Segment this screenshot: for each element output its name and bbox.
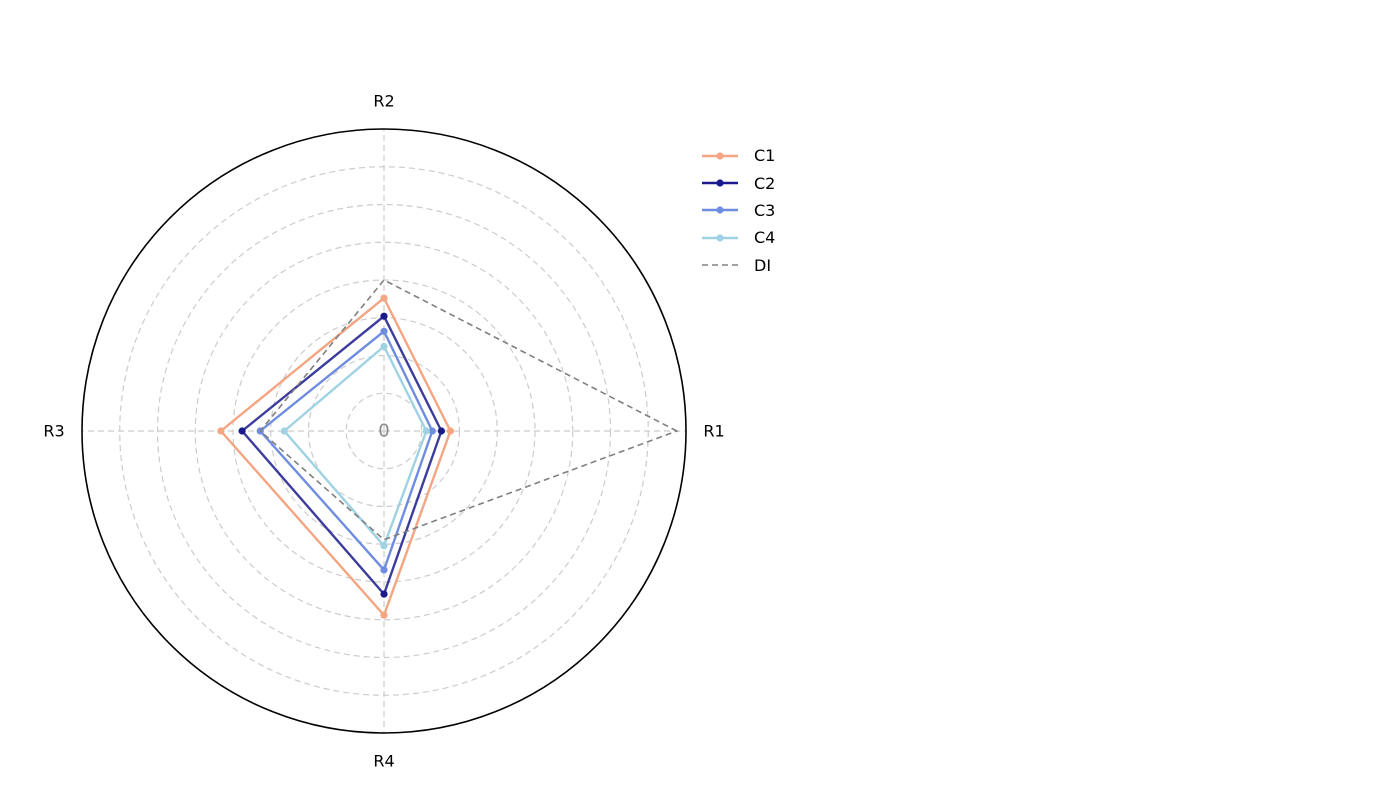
grid-ring-6 bbox=[156, 203, 612, 659]
series-c2-line bbox=[240, 314, 443, 597]
legend-label-di: DI bbox=[754, 255, 772, 275]
axis-label-r2: R2 bbox=[373, 92, 394, 111]
center-tick-label: 0 bbox=[378, 421, 389, 442]
axis-label-r1: R1 bbox=[703, 422, 724, 441]
point-c3-r4 bbox=[380, 566, 388, 574]
legend-marker-c1 bbox=[716, 152, 724, 160]
axis-label-r4: R4 bbox=[373, 752, 394, 771]
legend-swatch-di bbox=[702, 264, 738, 267]
legend-swatch-c2 bbox=[702, 179, 738, 187]
point-c3-r2 bbox=[380, 327, 388, 335]
legend-item-c4: C4 bbox=[700, 224, 775, 251]
series-c3-line bbox=[258, 329, 434, 573]
legend-swatch-c1 bbox=[702, 152, 738, 160]
point-c2-r1 bbox=[437, 427, 445, 435]
legend-marker-c2 bbox=[716, 179, 724, 187]
point-c4-r4 bbox=[380, 542, 388, 550]
radar-labels: R1 R2 R3 R4 0 bbox=[43, 92, 724, 771]
legend-item-c1: C1 bbox=[700, 142, 775, 169]
point-c4-r2 bbox=[380, 342, 388, 350]
point-c2-r2 bbox=[380, 312, 388, 320]
legend-label-c1: C1 bbox=[754, 146, 776, 166]
legend-swatch-c4 bbox=[702, 234, 738, 242]
radar-series bbox=[217, 278, 679, 619]
chart-legend: C1 C2 C3 C4 DI bbox=[700, 142, 775, 279]
grid-ring-1 bbox=[345, 392, 423, 470]
legend-item-c3: C3 bbox=[700, 197, 775, 224]
point-c4-r1 bbox=[422, 427, 430, 435]
legend-marker-c4 bbox=[716, 234, 724, 242]
radar-grid bbox=[81, 128, 687, 734]
legend-label-c3: C3 bbox=[754, 200, 776, 220]
legend-label-c4: C4 bbox=[754, 228, 776, 248]
outer-boundary bbox=[81, 128, 687, 734]
point-c1-r4 bbox=[380, 611, 388, 619]
legend-item-di: DI bbox=[700, 252, 775, 279]
point-c2-r3 bbox=[238, 427, 246, 435]
series-di-line bbox=[259, 278, 679, 541]
legend-swatch-c3 bbox=[702, 206, 738, 215]
legend-marker-c3 bbox=[716, 206, 724, 215]
point-c1-r1 bbox=[446, 427, 454, 435]
point-c1-r2 bbox=[380, 294, 388, 302]
axis-label-r3: R3 bbox=[43, 422, 64, 441]
legend-label-c2: C2 bbox=[754, 173, 776, 193]
legend-item-c2: C2 bbox=[700, 169, 775, 196]
point-c3-r1 bbox=[428, 427, 436, 435]
point-c4-r3 bbox=[280, 427, 288, 435]
point-c2-r4 bbox=[380, 590, 388, 598]
grid-ring-5 bbox=[194, 241, 574, 621]
point-c1-r3 bbox=[217, 427, 225, 435]
